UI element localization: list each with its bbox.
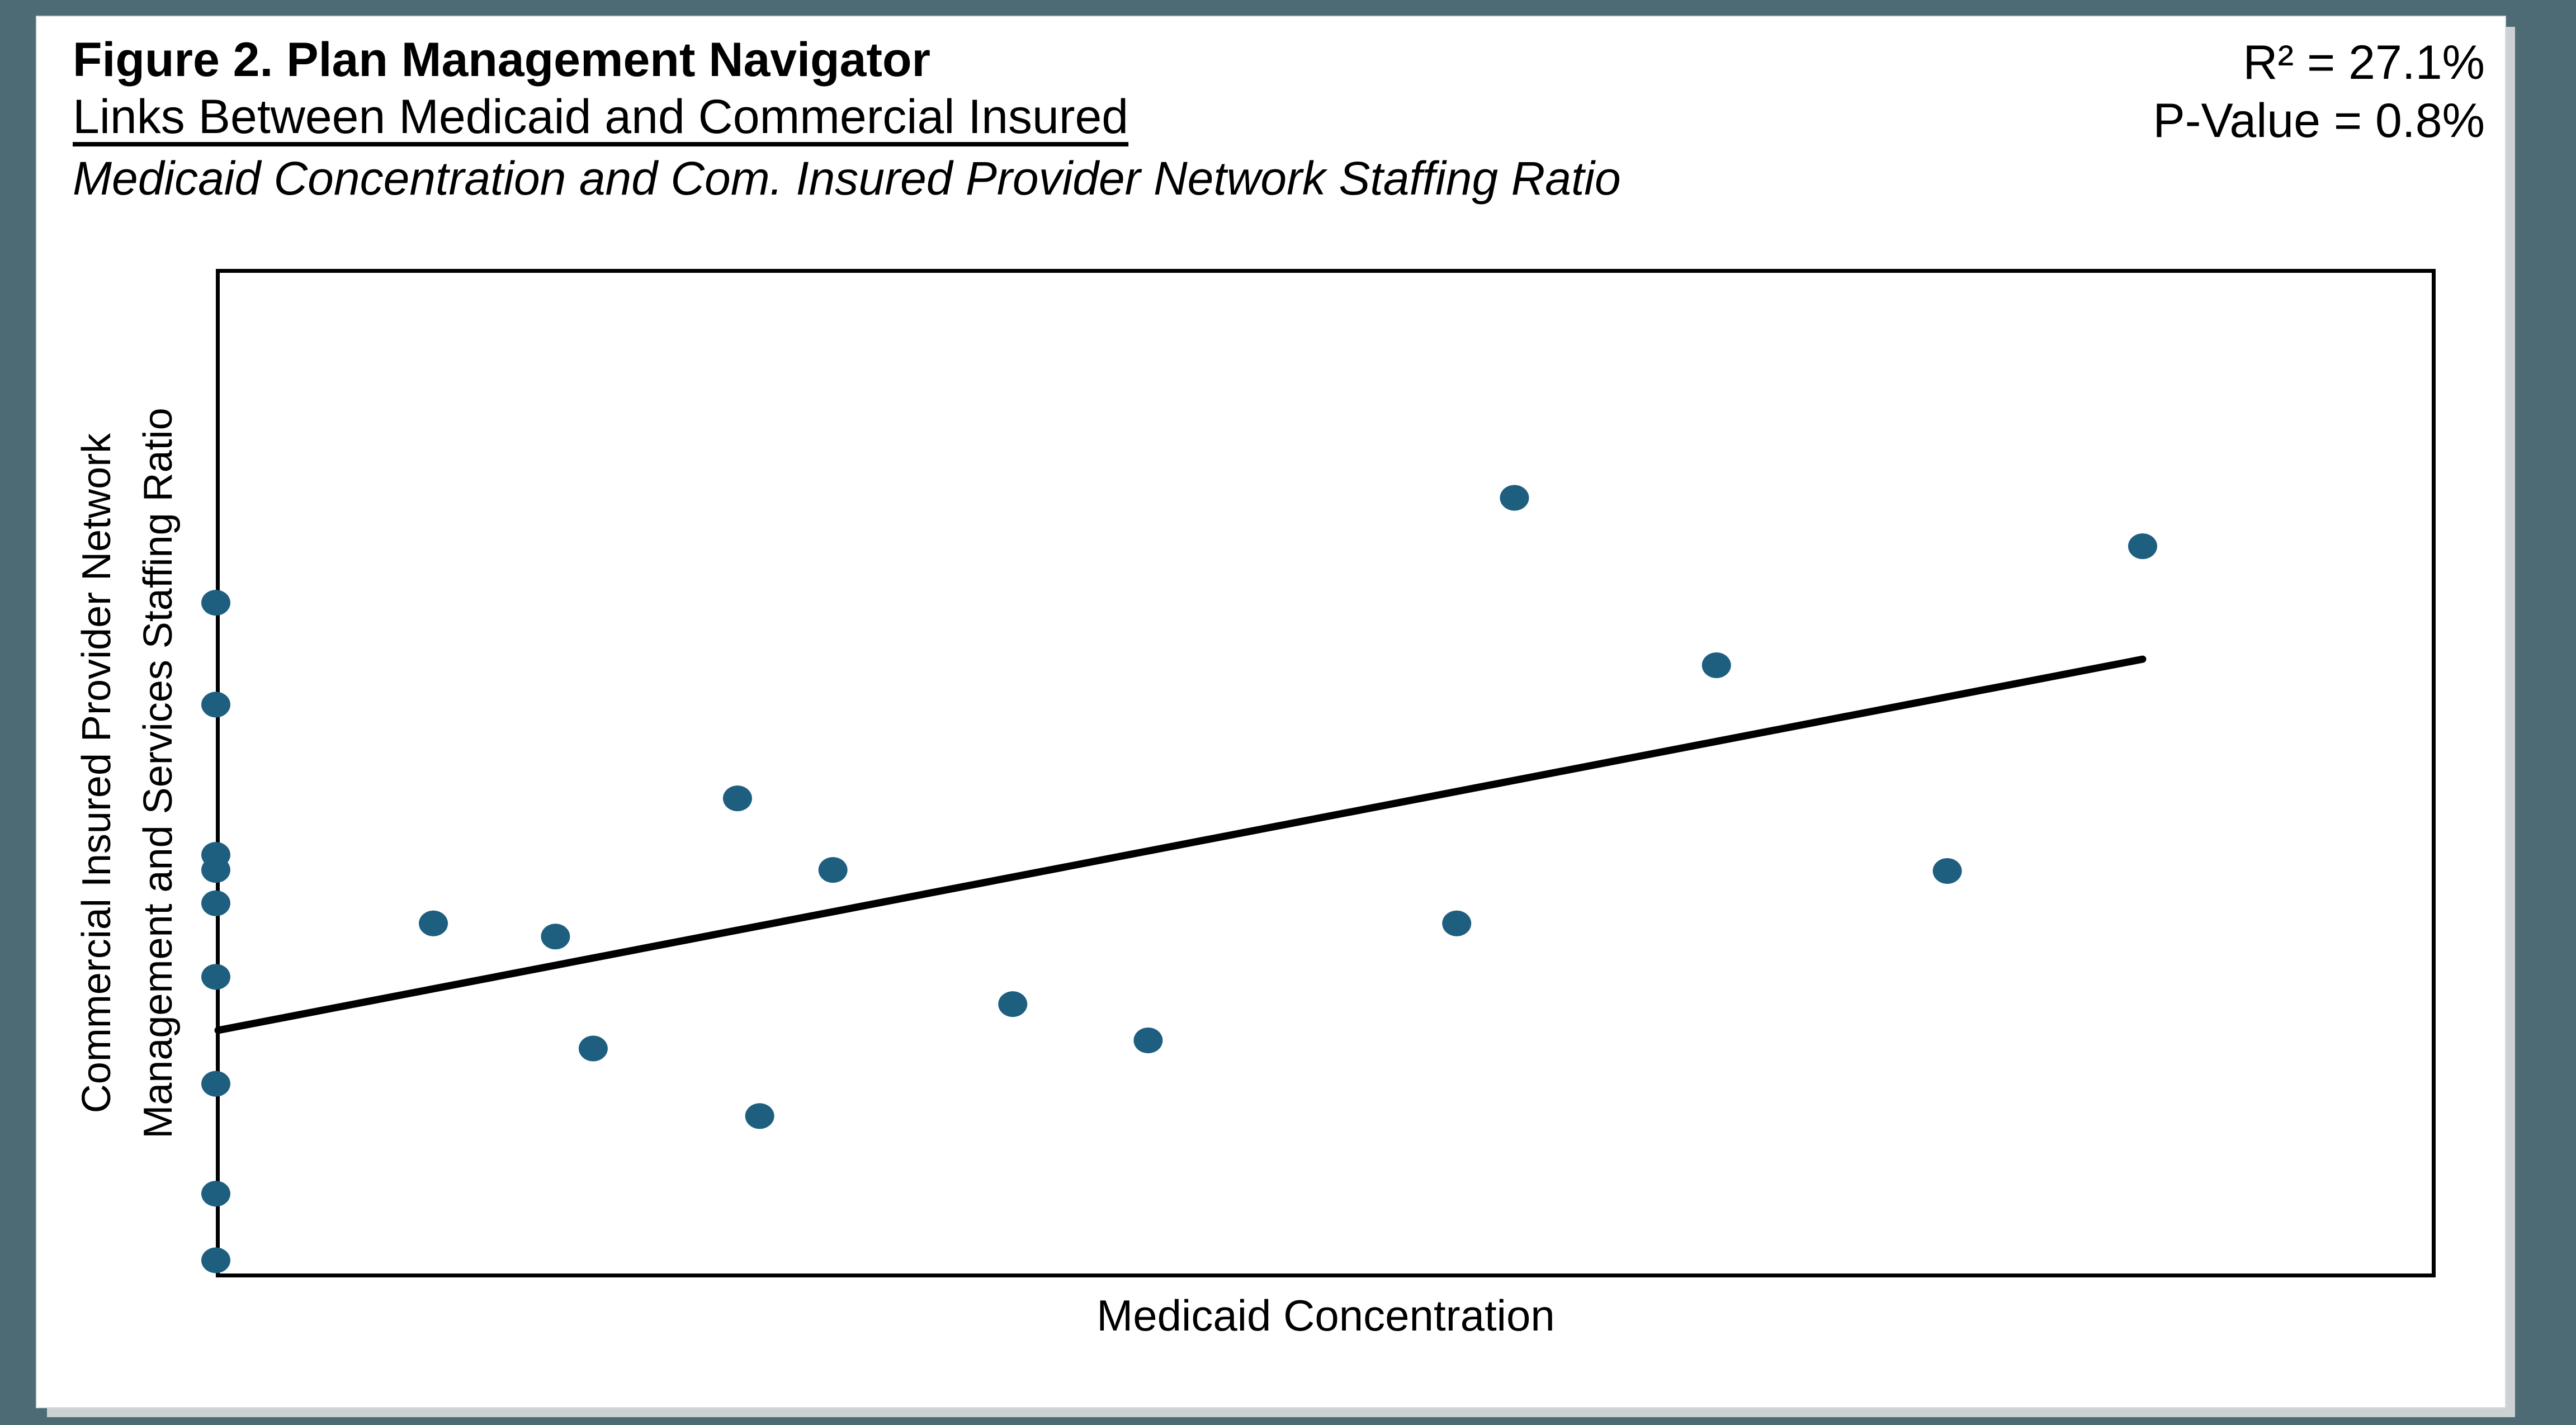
data-point [201,590,230,616]
data-point [722,785,752,812]
regression-stats: R² = 27.1% P-Value = 0.8% [2153,34,2485,150]
figure-title: Figure 2. Plan Management Navigator [73,33,931,87]
scatter-plot [201,269,2436,1277]
data-point [201,857,230,883]
data-point [1133,1028,1163,1054]
r-squared-value: R² = 27.1% [2243,36,2485,89]
data-point [201,1247,230,1273]
data-point [201,1071,230,1097]
data-point [578,1035,608,1062]
x-axis-label: Medicaid Concentration [1096,1291,1555,1340]
data-point [541,924,570,950]
data-point [1442,910,1472,936]
data-point [201,1181,230,1207]
figure-header: Figure 2. Plan Management Navigator Link… [73,31,1621,207]
data-point [419,910,448,936]
figure-card: Figure 2. Plan Management Navigator Link… [37,17,2505,1407]
data-point [1701,652,1731,678]
data-point [745,1103,774,1129]
data-point [201,692,230,718]
data-point [1932,858,1962,884]
y-axis-label: Commercial Insured Provider Network Mana… [66,408,189,1138]
y-axis-label-line-1: Commercial Insured Provider Network [74,433,119,1114]
p-value: P-Value = 0.8% [2153,94,2485,148]
y-axis-label-line-2: Management and Services Staffing Ratio [136,408,181,1139]
figure-subtitle: Links Between Medicaid and Commercial In… [73,90,1129,144]
data-point [2128,533,2157,560]
figure-caption: Medicaid Concentration and Com. Insured … [73,152,1621,205]
data-point [998,991,1028,1017]
data-point [201,890,230,916]
trend-line [214,655,2147,1034]
data-point [818,857,848,883]
plot-frame [216,269,2436,1277]
data-point [1500,485,1529,511]
data-point [201,964,230,990]
